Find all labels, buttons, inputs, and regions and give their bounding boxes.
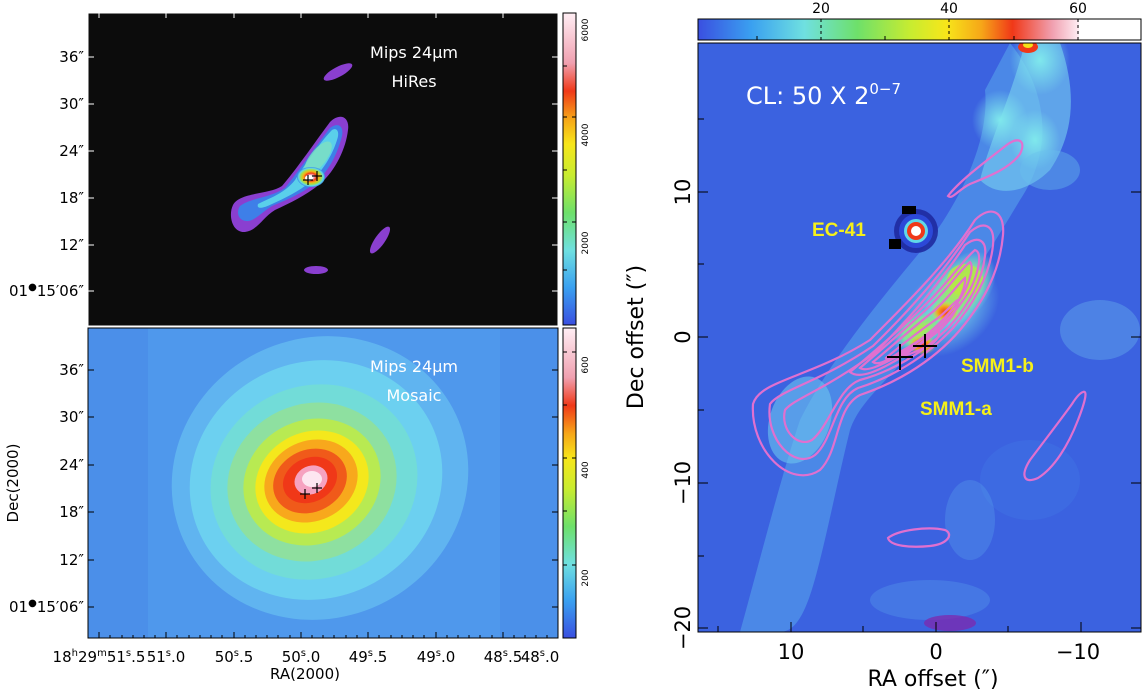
right-colorbar-tick: 20 bbox=[812, 1, 830, 17]
y-tick-label: −20 bbox=[671, 606, 695, 650]
right-colorbar-tick: 60 bbox=[1069, 1, 1087, 17]
y-tick-label: 24″ bbox=[59, 142, 84, 160]
mosaic-title-line1: Mips 24μm bbox=[370, 357, 458, 376]
right-source-markers bbox=[887, 334, 937, 370]
hires-tick-marks bbox=[88, 13, 558, 292]
x-tick-label: 51s.0 bbox=[147, 648, 186, 666]
y-tick-label: 24″ bbox=[59, 456, 84, 474]
hires-colorbar-tick: 6000 bbox=[581, 18, 591, 41]
mosaic-title-line2: Mosaic bbox=[387, 386, 442, 405]
y-tick-label: 18″ bbox=[59, 189, 84, 207]
hires-panel: Mips 24μm HiRes bbox=[87, 12, 559, 327]
contour-level-label: CL: 50 X 20−7 bbox=[746, 80, 901, 110]
hires-colorbar-tick: 2000 bbox=[581, 231, 591, 254]
mosaic-tick-marks bbox=[88, 369, 558, 638]
right-colorbar-tick: 40 bbox=[940, 1, 958, 17]
x-tick-label: 48s.0 bbox=[521, 648, 560, 666]
source-label-smm1b: SMM1-b bbox=[961, 356, 1034, 377]
mosaic-colorbar-tick: 400 bbox=[581, 461, 591, 478]
hires-colorbar-gradient bbox=[562, 12, 577, 326]
y-tick-label-last: 01●15′06″ bbox=[9, 598, 84, 616]
x-tick-label: 49s.5 bbox=[349, 648, 388, 666]
mosaic-emission bbox=[88, 328, 558, 638]
left-y-axis-label: Dec(2000) bbox=[4, 444, 22, 523]
mosaic-colorbar-tick: 600 bbox=[581, 356, 591, 373]
x-tick-label: 10 bbox=[778, 640, 805, 664]
x-tick-label-first: 18h29m51s.5 bbox=[53, 648, 146, 666]
x-tick-label: 50s.5 bbox=[215, 648, 254, 666]
hires-title-line1: Mips 24μm bbox=[370, 43, 458, 62]
right-colorbar: 20 40 60 bbox=[697, 1, 1142, 41]
y-tick-label: 30″ bbox=[59, 95, 84, 113]
y-tick-label: 18″ bbox=[59, 503, 84, 521]
y-tick-label: 36″ bbox=[59, 361, 84, 379]
right-panel: CL: 50 X 20−7 EC-41 SMM1-b SMM1-a bbox=[697, 42, 1142, 633]
hires-colorbar-tick: 4000 bbox=[581, 123, 591, 146]
y-tick-label-last: 01●15′06″ bbox=[9, 282, 84, 300]
x-tick-label: 50s.0 bbox=[282, 648, 321, 666]
x-tick-label: 49s.0 bbox=[417, 648, 456, 666]
y-tick-label: 0 bbox=[671, 330, 695, 343]
right-y-tick-labels: 10 0 −10 −20 bbox=[671, 179, 695, 651]
y-tick-label: −10 bbox=[671, 461, 695, 505]
y-tick-label: 30″ bbox=[59, 408, 84, 426]
hires-y-tick-labels: 36″ 30″ 24″ 18″ 12″ 01●15′06″ bbox=[9, 48, 84, 300]
hires-title-line2: HiRes bbox=[391, 72, 436, 91]
left-x-axis-label: RA(2000) bbox=[270, 665, 340, 683]
mosaic-colorbar-gradient bbox=[562, 327, 577, 639]
source-label-ec41: EC-41 bbox=[812, 220, 866, 241]
mosaic-panel: Mips 24μm Mosaic bbox=[87, 327, 559, 639]
y-tick-label: 36″ bbox=[59, 48, 84, 66]
right-y-axis-label: Dec offset (″) bbox=[624, 265, 649, 409]
right-colorbar-gradient bbox=[697, 18, 1142, 41]
mosaic-source-markers bbox=[300, 483, 322, 499]
y-tick-label: 12″ bbox=[59, 551, 84, 569]
source-label-smm1a: SMM1-a bbox=[920, 399, 992, 420]
hires-colorbar: 2000 4000 6000 bbox=[562, 12, 591, 326]
x-tick-label: 48s.5 bbox=[484, 648, 523, 666]
hires-emission bbox=[230, 63, 391, 274]
right-x-axis-label: RA offset (″) bbox=[867, 667, 998, 692]
hires-frame bbox=[87, 12, 559, 327]
mosaic-colorbar-tick: 200 bbox=[581, 569, 591, 586]
right-x-tick-labels: 10 0 −10 bbox=[778, 640, 1101, 664]
y-tick-label: 12″ bbox=[59, 236, 84, 254]
left-x-tick-labels: 18h29m51s.5 51s.0 50s.5 50s.0 49s.5 49s.… bbox=[53, 648, 560, 666]
mosaic-colorbar: 200 400 600 bbox=[562, 327, 591, 639]
mosaic-y-tick-labels: 36″ 30″ 24″ 18″ 12″ 01●15′06″ bbox=[9, 361, 84, 616]
hires-source-markers bbox=[303, 171, 322, 185]
right-tick-marks bbox=[698, 118, 1141, 632]
x-tick-label: −10 bbox=[1056, 640, 1100, 664]
y-tick-label: 10 bbox=[671, 179, 695, 206]
x-tick-label: 0 bbox=[929, 640, 942, 664]
